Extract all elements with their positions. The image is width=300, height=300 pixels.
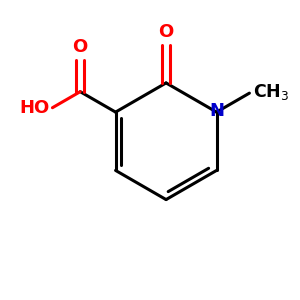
Text: O: O — [73, 38, 88, 56]
Text: N: N — [209, 102, 224, 120]
Text: CH$_3$: CH$_3$ — [253, 82, 290, 102]
Text: O: O — [158, 23, 174, 41]
Text: HO: HO — [19, 99, 50, 117]
